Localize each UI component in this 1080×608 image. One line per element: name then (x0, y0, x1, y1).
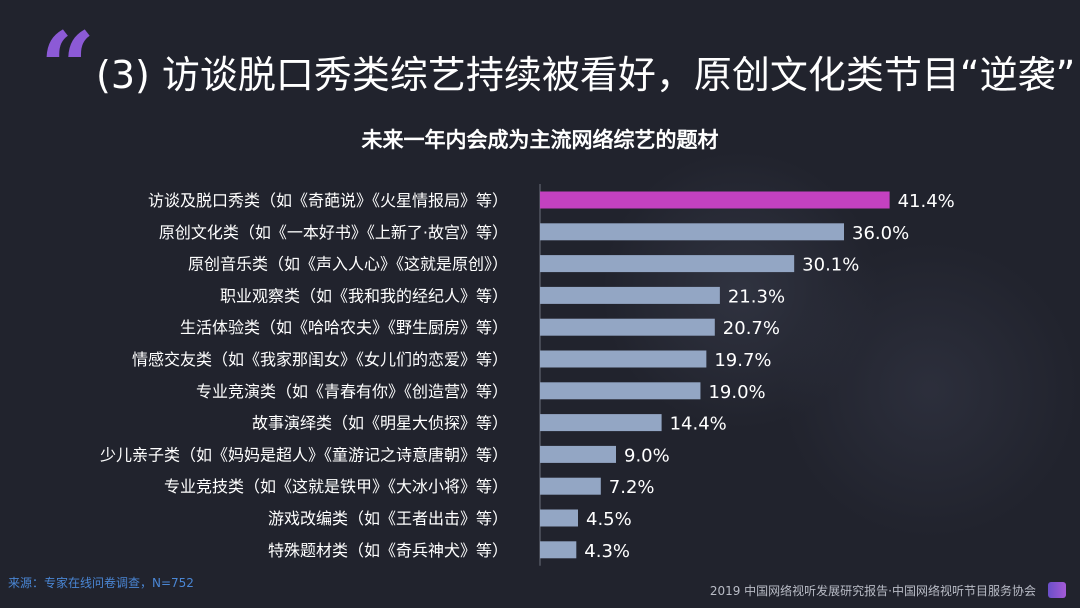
category-label-6: 专业竞演类（如《青春有你》《创造营》等） (196, 382, 508, 401)
value-label-10: 4.5% (586, 509, 632, 530)
bar-1 (540, 223, 844, 241)
value-label-3: 21.3% (728, 286, 785, 307)
bar-9 (540, 477, 601, 495)
bar-2 (540, 255, 795, 273)
value-label-4: 20.7% (723, 318, 780, 339)
value-label-6: 19.0% (708, 382, 765, 403)
category-label-8: 少儿亲子类（如《妈妈是超人》《童游记之诗意唐朝》等） (100, 445, 508, 464)
bar-10 (540, 509, 578, 527)
category-label-0: 访谈及脱口秀类（如《奇葩说》《火星情报局》等） (148, 191, 508, 210)
quote-mark-icon: “ (40, 11, 96, 124)
category-label-4: 生活体验类（如《哈哈农夫》《野生厨房》等） (180, 318, 508, 337)
page-title: (3) 访谈脱口秀类综艺持续被看好，原创文化类节目“逆袭” (96, 53, 1076, 97)
bar-6 (540, 382, 701, 400)
value-label-11: 4.3% (584, 541, 630, 562)
category-label-5: 情感交友类（如《我家那闺女》《女儿们的恋爱》等） (132, 350, 508, 369)
value-label-5: 19.7% (714, 350, 771, 371)
bar-11 (540, 541, 577, 559)
category-label-10: 游戏改编类（如《王者出击》等） (268, 509, 508, 528)
value-label-0: 41.4% (898, 191, 955, 212)
bar-5 (540, 350, 707, 368)
category-label-7: 故事演绎类（如《明星大侦探》等） (252, 414, 508, 433)
bar-4 (540, 318, 715, 336)
value-label-1: 36.0% (852, 223, 909, 244)
category-label-9: 专业竞技类（如《这就是铁甲》《大冰小将》等） (164, 477, 508, 496)
background-decoration-2 (780, 240, 1080, 540)
category-label-11: 特殊题材类（如《奇兵神犬》等） (268, 541, 508, 560)
bar-7 (540, 414, 662, 432)
value-label-8: 9.0% (624, 445, 670, 466)
value-label-7: 14.4% (670, 414, 727, 435)
bar-8 (540, 445, 616, 463)
logo-icon (1048, 582, 1066, 598)
chart-title: 未来一年内会成为主流网络综艺的题材 (361, 128, 719, 152)
source-note: 来源：专家在线问卷调查，N=752 (8, 576, 194, 590)
bar-0 (540, 191, 890, 209)
category-label-1: 原创文化类（如《一本好书》《上新了·故宫》等） (159, 223, 508, 242)
category-label-3: 职业观察类（如《我和我的经纪人》等） (220, 286, 508, 305)
bar-3 (540, 286, 720, 304)
report-credit: 2019 中国网络视听发展研究报告·中国网络视听节目服务协会 (709, 584, 1036, 598)
value-label-9: 7.2% (609, 477, 655, 498)
category-label-2: 原创音乐类（如《声入人心》《这就是原创》） (188, 255, 508, 274)
value-label-2: 30.1% (802, 255, 859, 276)
